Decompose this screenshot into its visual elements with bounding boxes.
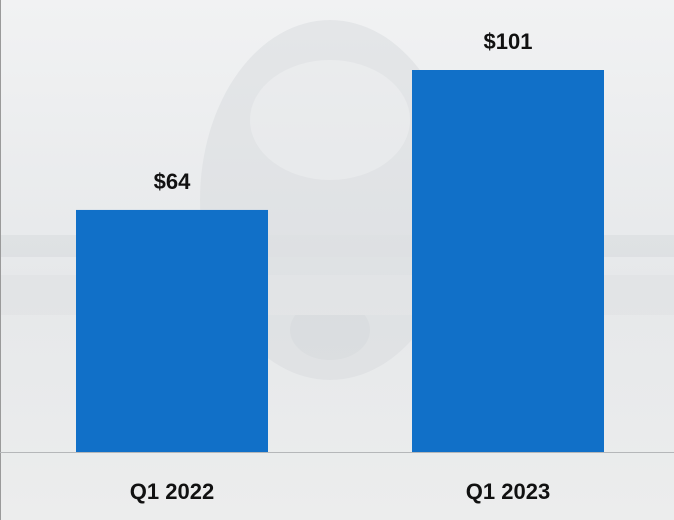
- value-label: $64: [154, 169, 191, 194]
- x-tick-label: Q1 2022: [130, 479, 214, 504]
- value-label: $101: [484, 29, 533, 54]
- bar: [76, 209, 268, 452]
- bar: [412, 70, 604, 452]
- x-tick-label: Q1 2023: [466, 479, 550, 504]
